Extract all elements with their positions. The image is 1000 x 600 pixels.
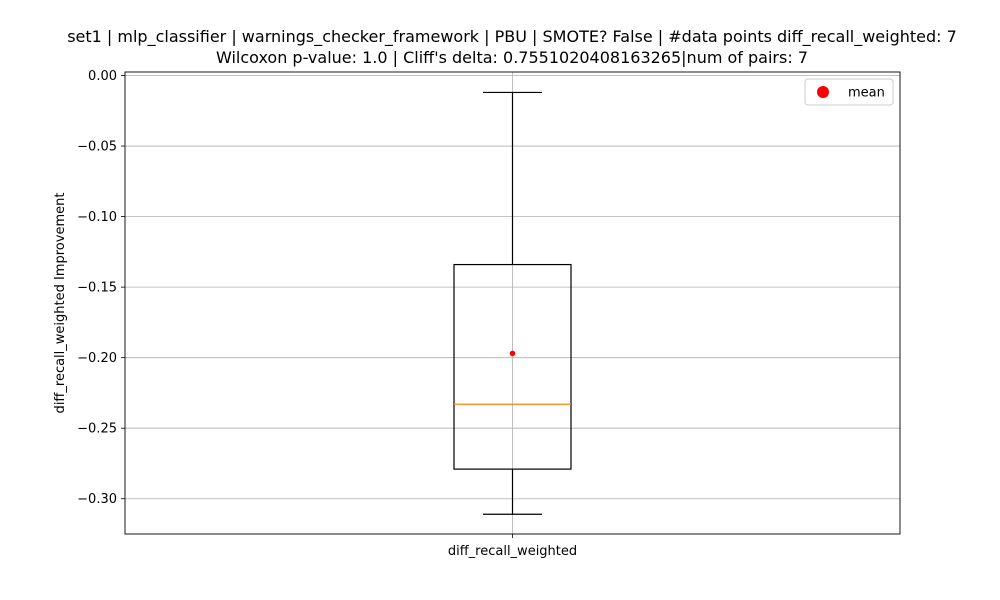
y-tick-label: −0.30 [77,492,117,507]
y-tick-label: −0.05 [77,140,117,155]
x-tick-label: diff_recall_weighted [448,544,577,559]
iqr-box [453,263,572,470]
legend-mean-marker [817,86,829,98]
y-tick-label: 0.00 [88,69,117,84]
mean-point [509,350,516,357]
y-tick-label: −0.25 [77,422,117,437]
legend-box [804,78,894,106]
y-axis-label: diff_recall_weighted Improvement [53,193,68,414]
y-tick-label: −0.10 [77,210,117,225]
y-tick-label: −0.20 [77,351,117,366]
chart-title-line-1: set1 | mlp_classifier | warnings_checker… [67,27,957,46]
legend-label: mean [848,86,885,101]
chart-title-line-2: Wilcoxon p-value: 1.0 | Cliff's delta: 0… [215,48,808,67]
axes-frame [124,71,901,535]
y-tick-label: −0.15 [77,281,117,296]
